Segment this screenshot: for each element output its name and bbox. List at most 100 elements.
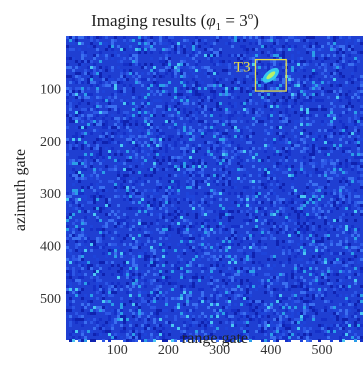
noise-pixel xyxy=(198,210,201,213)
noise-pixel xyxy=(129,141,132,144)
noise-pixel xyxy=(93,213,96,216)
noise-pixel xyxy=(204,87,207,90)
noise-pixel xyxy=(348,141,351,144)
noise-pixel xyxy=(294,231,297,234)
noise-pixel xyxy=(201,159,204,162)
noise-pixel xyxy=(174,75,177,78)
noise-pixel xyxy=(237,210,240,213)
noise-pixel xyxy=(333,324,336,327)
noise-pixel xyxy=(291,177,294,180)
noise-pixel xyxy=(69,105,72,108)
noise-pixel xyxy=(183,222,186,225)
noise-pixel xyxy=(273,288,276,291)
noise-pixel xyxy=(330,171,333,174)
noise-pixel xyxy=(267,231,270,234)
noise-pixel xyxy=(252,132,255,135)
noise-pixel xyxy=(231,309,234,312)
noise-pixel xyxy=(324,90,327,93)
noise-pixel xyxy=(228,54,231,57)
noise-pixel xyxy=(303,243,306,246)
noise-pixel xyxy=(114,141,117,144)
noise-pixel xyxy=(96,54,99,57)
noise-pixel xyxy=(150,42,153,45)
noise-pixel xyxy=(252,159,255,162)
noise-pixel xyxy=(90,162,93,165)
noise-pixel xyxy=(258,171,261,174)
noise-pixel xyxy=(315,291,318,294)
noise-pixel xyxy=(81,162,84,165)
noise-pixel xyxy=(327,189,330,192)
noise-pixel xyxy=(156,336,159,339)
noise-pixel xyxy=(288,330,291,333)
noise-pixel xyxy=(288,141,291,144)
noise-pixel xyxy=(318,99,321,102)
noise-pixel xyxy=(162,231,165,234)
noise-pixel xyxy=(324,129,327,132)
noise-pixel xyxy=(162,309,165,312)
noise-pixel xyxy=(348,204,351,207)
noise-pixel xyxy=(267,306,270,309)
noise-pixel xyxy=(87,96,90,99)
noise-pixel xyxy=(96,159,99,162)
target-T3-core xyxy=(266,71,276,80)
noise-pixel xyxy=(210,126,213,129)
noise-pixel xyxy=(297,93,300,96)
noise-pixel xyxy=(129,72,132,75)
noise-pixel xyxy=(297,207,300,210)
noise-pixel xyxy=(84,51,87,54)
noise-pixel xyxy=(195,306,198,309)
noise-pixel xyxy=(162,243,165,246)
noise-pixel xyxy=(102,90,105,93)
noise-pixel xyxy=(183,159,186,162)
noise-pixel xyxy=(312,192,315,195)
noise-pixel xyxy=(219,336,222,339)
noise-pixel xyxy=(357,39,360,42)
noise-pixel xyxy=(165,207,168,210)
noise-pixel xyxy=(315,249,318,252)
noise-pixel xyxy=(141,207,144,210)
noise-pixel xyxy=(327,300,330,303)
noise-pixel xyxy=(348,300,351,303)
noise-pixel xyxy=(159,39,162,42)
noise-pixel xyxy=(306,306,309,309)
noise-pixel xyxy=(276,324,279,327)
noise-pixel xyxy=(231,225,234,228)
noise-pixel xyxy=(258,330,261,333)
noise-pixel xyxy=(249,195,252,198)
noise-pixel xyxy=(234,297,237,300)
noise-pixel xyxy=(114,309,117,312)
noise-pixel xyxy=(198,45,201,48)
noise-pixel xyxy=(267,264,270,267)
noise-pixel xyxy=(105,198,108,201)
noise-pixel xyxy=(357,87,360,90)
noise-pixel xyxy=(108,291,111,294)
noise-pixel xyxy=(192,114,195,117)
noise-pixel xyxy=(345,234,348,237)
noise-pixel xyxy=(195,135,198,138)
noise-pixel xyxy=(201,120,204,123)
noise-pixel xyxy=(168,54,171,57)
noise-pixel xyxy=(198,78,201,81)
noise-pixel xyxy=(309,123,312,126)
noise-pixel xyxy=(285,99,288,102)
noise-pixel xyxy=(330,252,333,255)
noise-pixel xyxy=(195,264,198,267)
noise-pixel xyxy=(321,294,324,297)
noise-pixel xyxy=(360,81,363,84)
noise-pixel xyxy=(297,327,300,330)
noise-pixel xyxy=(66,219,69,222)
noise-pixel xyxy=(300,81,303,84)
noise-pixel xyxy=(342,51,345,54)
noise-pixel xyxy=(318,258,321,261)
noise-pixel xyxy=(270,87,273,90)
noise-pixel xyxy=(321,270,324,273)
noise-pixel xyxy=(93,63,96,66)
noise-pixel xyxy=(306,339,309,342)
noise-pixel xyxy=(174,195,177,198)
noise-pixel xyxy=(96,291,99,294)
noise-pixel xyxy=(216,267,219,270)
noise-pixel xyxy=(201,222,204,225)
noise-pixel xyxy=(87,330,90,333)
noise-pixel xyxy=(81,339,84,342)
noise-pixel xyxy=(159,144,162,147)
